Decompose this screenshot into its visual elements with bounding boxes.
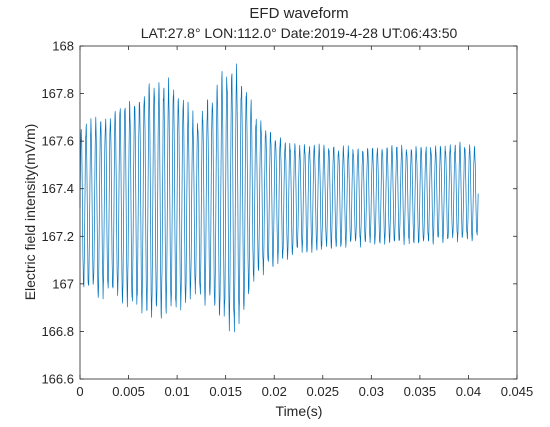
chart-subtitle: LAT:27.8° LON:112.0° Date:2019-4-28 UT:0… — [141, 25, 458, 41]
y-tick-label: 167.8 — [41, 86, 74, 101]
x-tick-label: 0 — [76, 384, 83, 399]
x-axis-label: Time(s) — [276, 403, 323, 419]
plot-area: 0 0.005 0.01 0.015 0.02 0.025 0.03 0.035 0.04 0.0… — [41, 39, 533, 400]
y-tick-label: 167.6 — [41, 134, 74, 149]
y-tick-label: 167 — [52, 276, 74, 291]
y-axis-label: Electric field intensity(mV/m) — [22, 124, 38, 301]
x-tick-label: 0.005 — [112, 384, 145, 399]
x-tick-label: 0.015 — [209, 384, 242, 399]
y-tick-label: 167.2 — [41, 229, 74, 244]
x-tick-label: 0.035 — [404, 384, 437, 399]
x-tick-label: 0.04 — [456, 384, 481, 399]
y-tick-label: 166.8 — [41, 324, 74, 339]
x-tick-label: 0.01 — [164, 384, 189, 399]
y-axis-ticks: 166.6 166.8 167 167.2 167.4 167.6 167.8 168 — [41, 39, 517, 387]
chart-title: EFD waveform — [249, 5, 348, 22]
x-tick-label: 0.02 — [262, 384, 287, 399]
y-tick-label: 167.4 — [41, 181, 74, 196]
waveform-series-line — [79, 63, 479, 333]
x-axis-ticks: 0 0.005 0.01 0.015 0.02 0.025 0.03 0.035 0.04 0.0… — [76, 46, 533, 399]
series-layer — [79, 63, 479, 333]
y-tick-label: 166.6 — [41, 372, 74, 387]
axes-box — [79, 45, 518, 380]
y-tick-label: 168 — [52, 39, 74, 54]
x-tick-label: 0.025 — [307, 384, 340, 399]
x-tick-label: 0.03 — [359, 384, 384, 399]
x-tick-label: 0.045 — [501, 384, 534, 399]
